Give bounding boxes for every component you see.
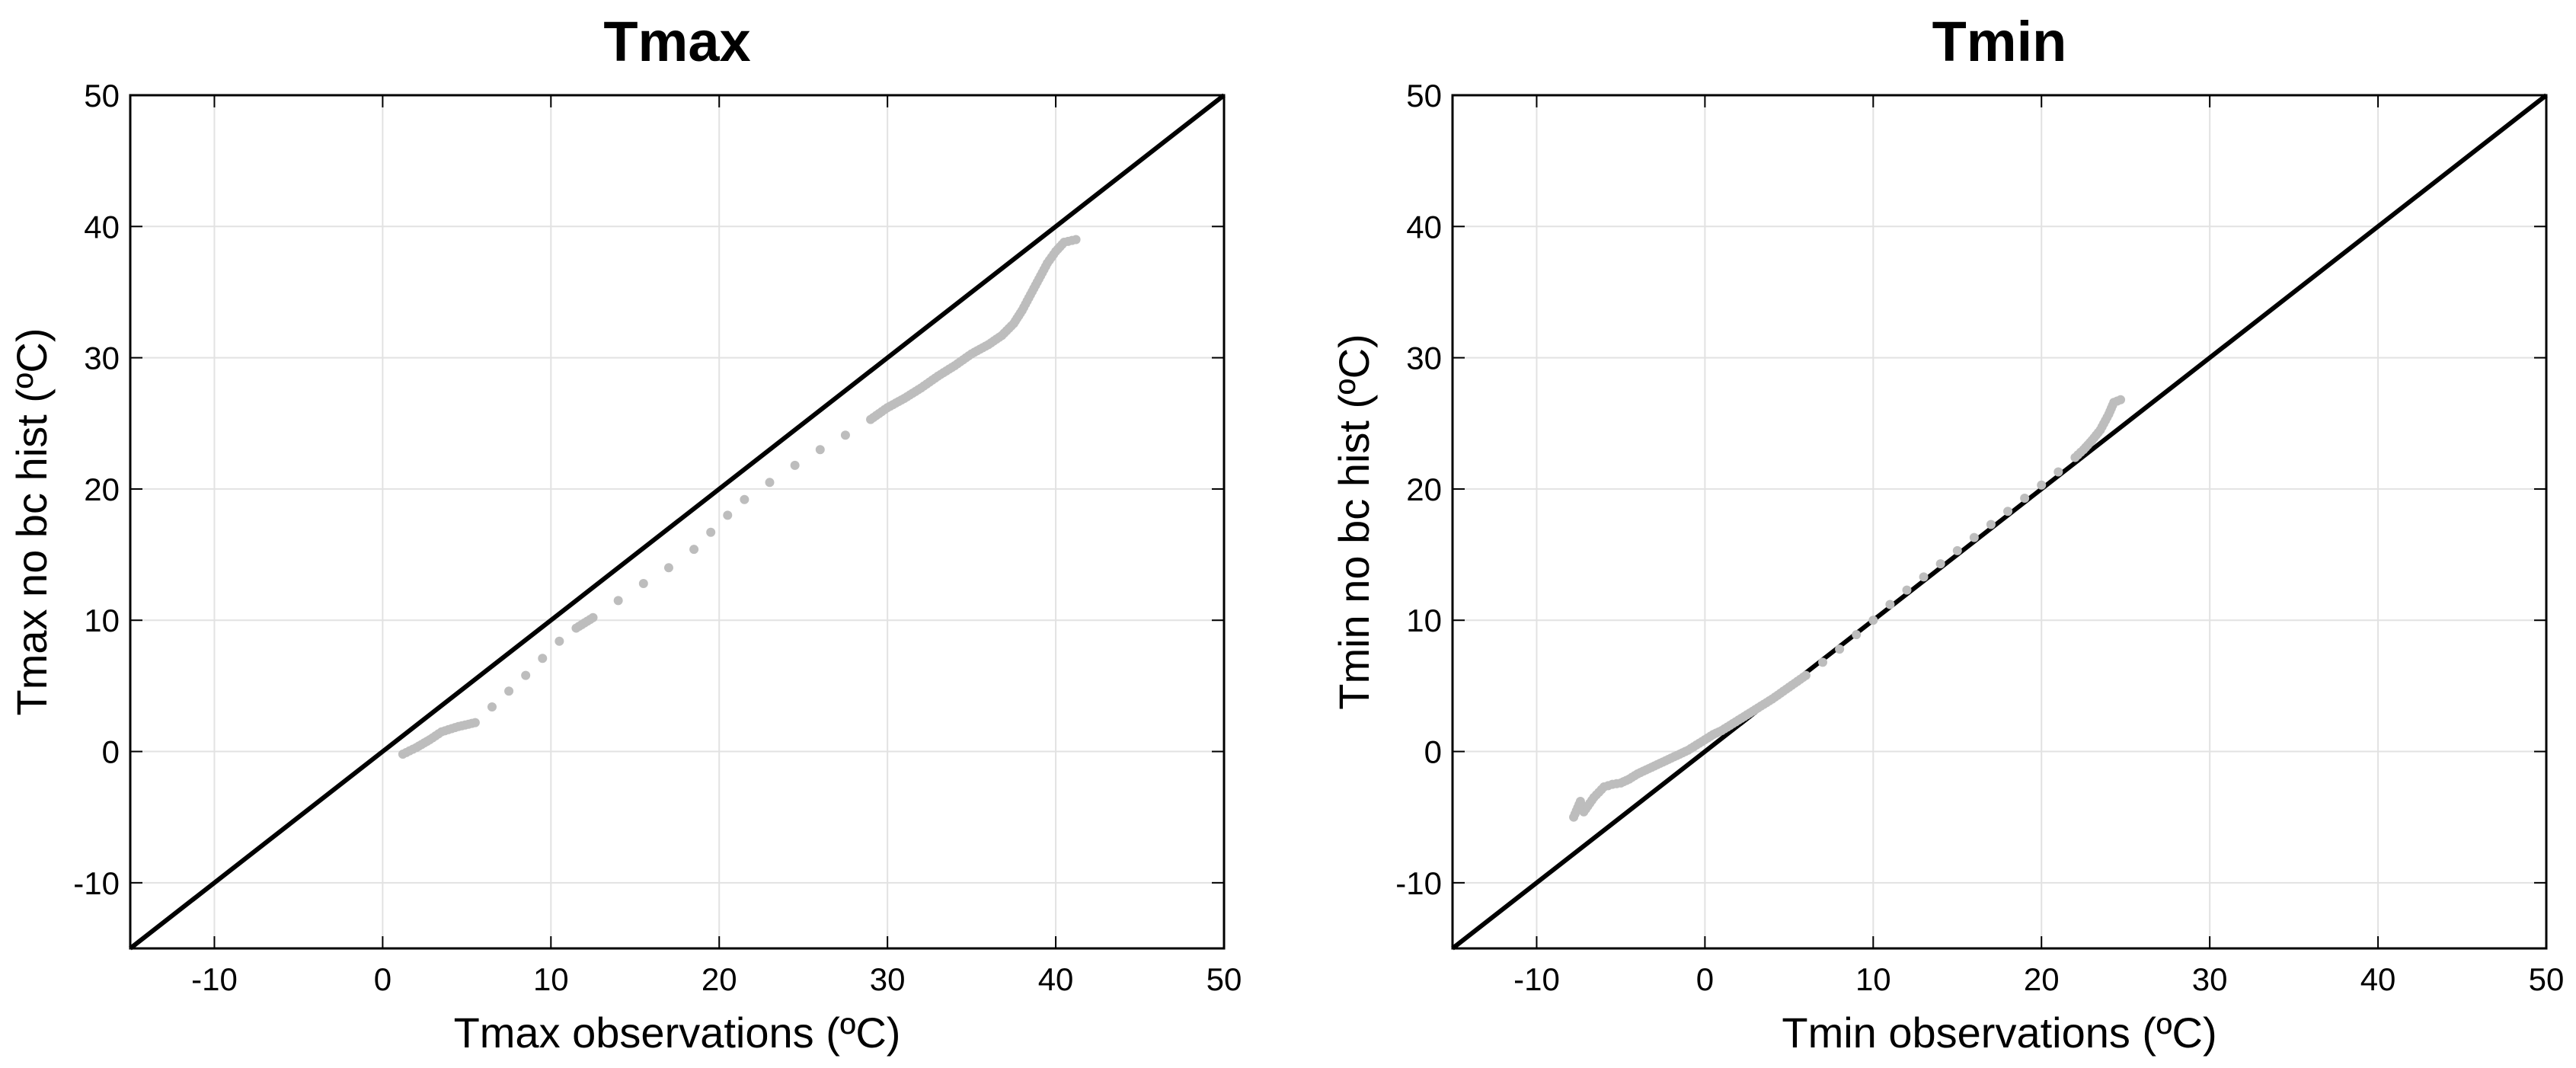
tmin-panel: -10 0 10 20 30 40 50 -10 0 10 20 30 40 50 Tmin Tmin o… xyxy=(1330,10,2564,1057)
data-point xyxy=(1868,616,1878,625)
x-tick-label: 50 xyxy=(2529,961,2565,997)
data-point xyxy=(663,563,673,573)
data-point xyxy=(689,545,699,555)
data-point xyxy=(470,718,480,727)
data-point xyxy=(504,686,514,696)
x-tick-label: 30 xyxy=(870,961,906,997)
plot-frame xyxy=(1451,94,2548,950)
data-point xyxy=(588,612,598,622)
data-point xyxy=(740,494,749,504)
data-point xyxy=(2020,493,2030,503)
data-point xyxy=(1852,630,1862,640)
x-tick-label: 0 xyxy=(374,961,392,997)
tmax-panel: -10 0 10 20 30 40 50 -10 0 10 20 30 40 50 Tmax Tmax o… xyxy=(8,10,1242,1057)
data-point xyxy=(840,430,850,440)
plot-frame xyxy=(129,94,1226,950)
y-tick-label: -10 xyxy=(1395,865,1442,901)
chart-title: Tmin xyxy=(1932,10,2067,73)
data-point xyxy=(1986,520,1996,529)
data-point xyxy=(1835,644,1845,654)
y-tick-label: 50 xyxy=(84,78,120,114)
x-tick-label: 30 xyxy=(2192,961,2228,997)
y-tick-label: 20 xyxy=(1406,472,1442,507)
x-tick-label: -10 xyxy=(1513,961,1560,997)
grid xyxy=(130,95,1224,948)
x-tick-label: 40 xyxy=(2360,961,2396,997)
data-point xyxy=(1935,559,1945,569)
x-tick-label: 0 xyxy=(1696,961,1714,997)
data-point xyxy=(487,702,497,711)
x-axis-label: Tmin observations (ºC) xyxy=(1782,1009,2216,1057)
y-tick-label: 50 xyxy=(1406,78,1442,114)
data-point xyxy=(1818,657,1828,667)
identity-line xyxy=(1451,93,2548,951)
x-tick-label: 40 xyxy=(1038,961,1074,997)
data-point xyxy=(1919,572,1929,582)
y-tick-label: 40 xyxy=(1406,209,1442,245)
y-tick-label: 30 xyxy=(84,341,120,376)
y-tick-label: 10 xyxy=(1406,603,1442,638)
data-point xyxy=(723,510,733,520)
data-point xyxy=(1071,235,1081,245)
data-point xyxy=(815,445,825,455)
data-point xyxy=(1969,532,1979,542)
data-point xyxy=(790,460,800,470)
ticks: -10 0 10 20 30 40 50 -10 0 10 20 30 40 50 xyxy=(1395,78,2564,997)
data-point xyxy=(1801,670,1811,680)
y-axis-label: Tmax no bc hist (ºC) xyxy=(8,328,56,715)
y-tick-label: -10 xyxy=(73,865,120,901)
data-points xyxy=(1569,395,2126,822)
data-point xyxy=(613,596,623,606)
data-points xyxy=(398,235,1081,759)
data-point xyxy=(1885,600,1895,609)
data-point xyxy=(706,527,716,537)
identity-line xyxy=(129,93,1226,951)
chart-title: Tmax xyxy=(603,10,750,73)
x-axis-label: Tmax observations (ºC) xyxy=(454,1009,901,1057)
data-point xyxy=(1952,545,1962,555)
y-tick-label: 40 xyxy=(84,209,120,245)
x-tick-label: 20 xyxy=(2024,961,2060,997)
data-point xyxy=(765,478,775,488)
ticks: -10 0 10 20 30 40 50 -10 0 10 20 30 40 50 xyxy=(73,78,1242,997)
data-point xyxy=(521,670,531,680)
y-tick-label: 0 xyxy=(1424,734,1442,770)
x-tick-label: -10 xyxy=(191,961,238,997)
y-tick-label: 30 xyxy=(1406,341,1442,376)
data-point xyxy=(538,654,548,664)
x-tick-label: 10 xyxy=(533,961,569,997)
y-axis-label: Tmin no bc hist (ºC) xyxy=(1330,334,1378,709)
y-tick-label: 20 xyxy=(84,472,120,507)
data-point xyxy=(2053,467,2063,477)
data-point xyxy=(2003,507,2013,516)
x-tick-label: 10 xyxy=(1855,961,1891,997)
data-point xyxy=(555,636,564,646)
y-tick-label: 10 xyxy=(84,603,120,638)
data-point xyxy=(638,578,648,588)
grid xyxy=(1453,95,2546,948)
x-tick-label: 50 xyxy=(1207,961,1242,997)
data-point xyxy=(2037,480,2047,490)
identity-line-layer xyxy=(1451,93,2548,951)
x-tick-label: 20 xyxy=(702,961,737,997)
data-point xyxy=(2116,395,2126,404)
y-tick-label: 0 xyxy=(102,734,120,770)
data-point xyxy=(1902,585,1912,595)
identity-line-layer xyxy=(129,93,1226,951)
